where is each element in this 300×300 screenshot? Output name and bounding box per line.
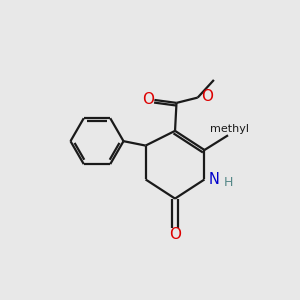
Text: H: H — [224, 176, 233, 190]
Text: methyl: methyl — [210, 124, 249, 134]
Text: O: O — [142, 92, 154, 107]
Text: N: N — [209, 172, 220, 187]
Text: O: O — [169, 227, 181, 242]
Text: O: O — [201, 88, 213, 104]
